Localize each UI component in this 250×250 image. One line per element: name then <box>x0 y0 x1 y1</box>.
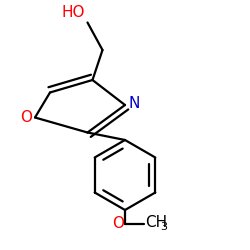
Text: CH: CH <box>145 215 167 230</box>
Text: O: O <box>20 110 32 125</box>
Text: O: O <box>112 216 124 231</box>
Text: N: N <box>129 96 140 111</box>
Text: HO: HO <box>62 5 85 20</box>
Text: 3: 3 <box>160 222 167 232</box>
